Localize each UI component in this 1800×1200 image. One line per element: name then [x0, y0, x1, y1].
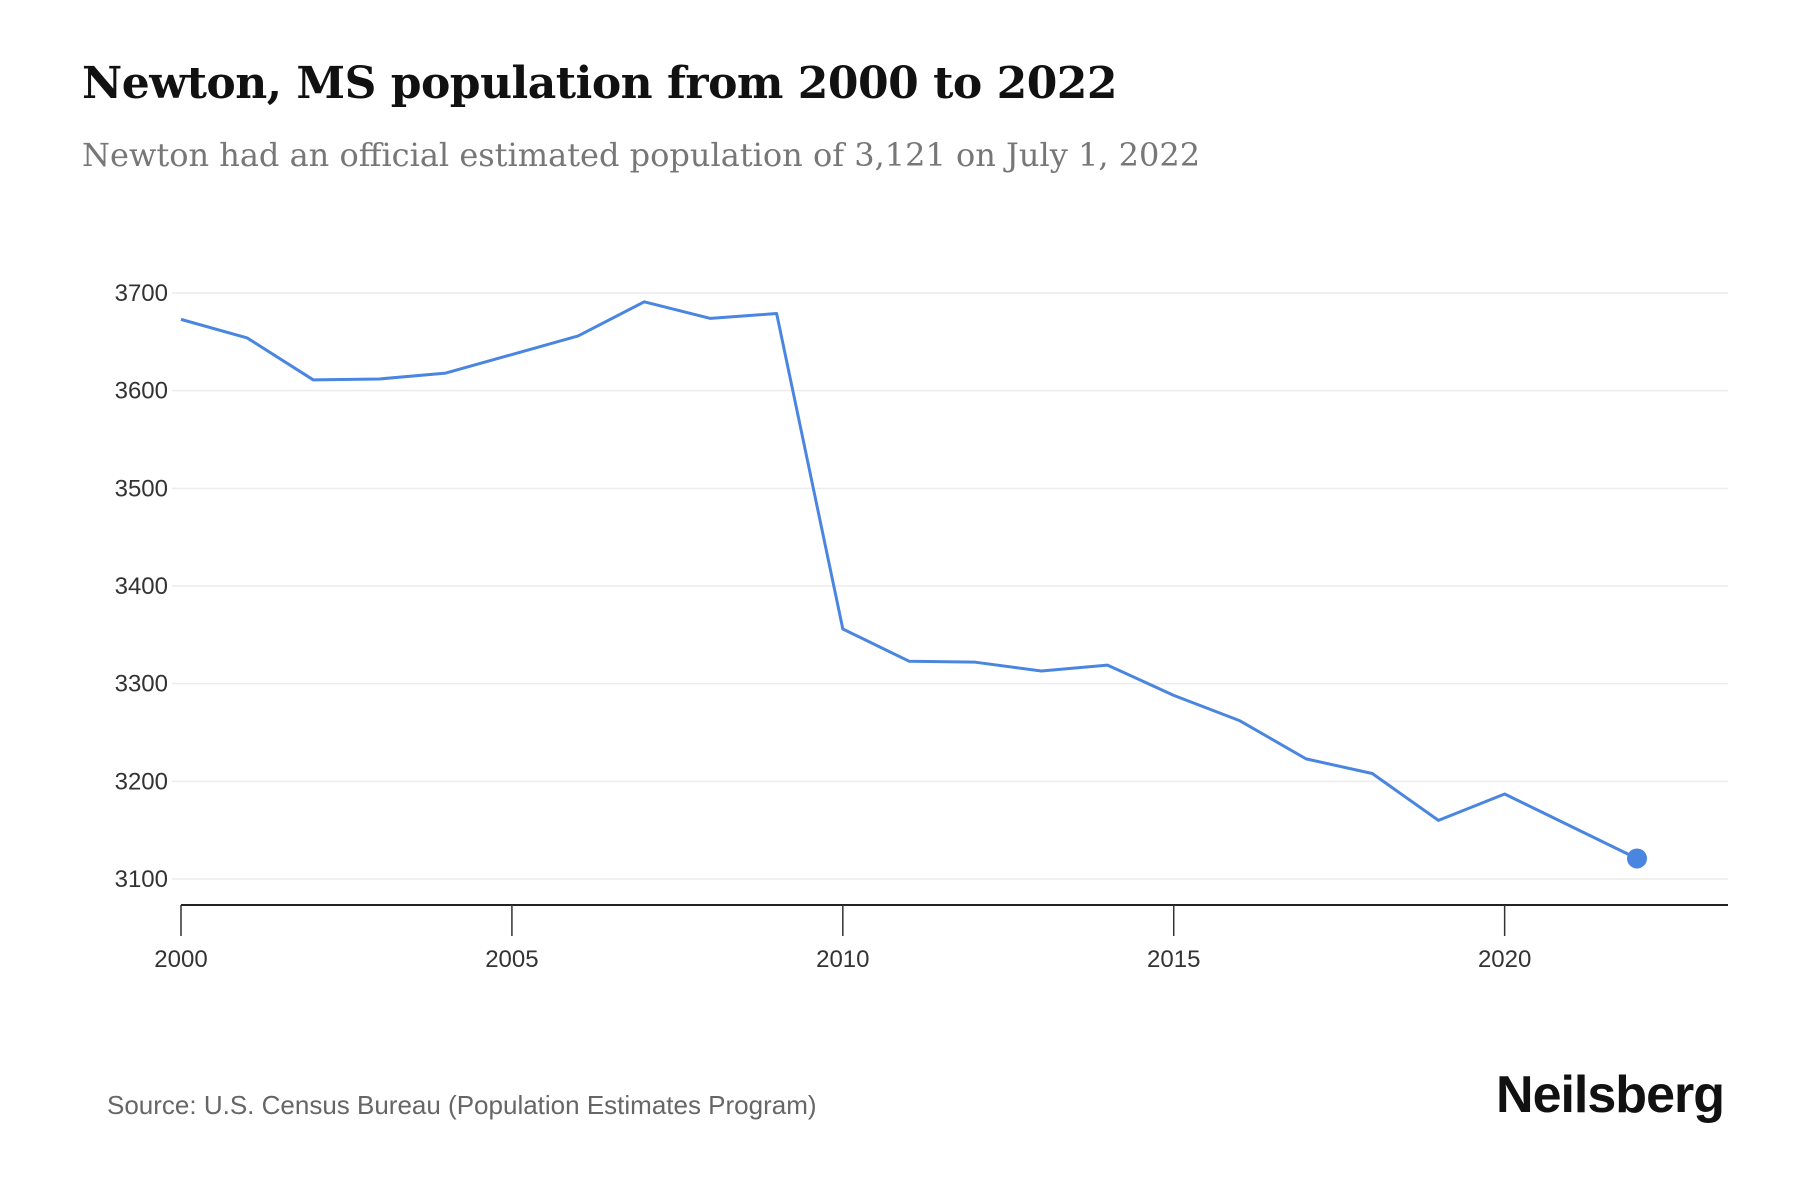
y-tick-label: 3700 — [115, 280, 168, 307]
x-tick-label: 2015 — [1147, 946, 1200, 973]
chart-subtitle: Newton had an official estimated populat… — [82, 136, 1201, 174]
line-chart: 3100 3200 3300 3400 3500 3600 3700 2000 2005 2010… — [115, 280, 1728, 973]
chart-title: Newton, MS population from 2000 to 2022 — [82, 58, 1118, 109]
last-data-point — [1627, 848, 1647, 869]
population-line — [180, 300, 1638, 860]
y-tick-label: 3200 — [115, 768, 168, 795]
x-tick-label: 2005 — [485, 946, 538, 973]
y-tick-label: 3500 — [115, 475, 168, 502]
x-tick-label: 2020 — [1478, 946, 1531, 973]
y-tick-label: 3400 — [115, 573, 168, 600]
neilsberg-logo: Neilsberg — [1496, 1066, 1725, 1124]
x-tick-label: 2010 — [816, 946, 869, 973]
source-note: Source: U.S. Census Bureau (Population E… — [107, 1090, 817, 1120]
y-tick-label: 3600 — [115, 378, 168, 405]
y-tick-label: 3100 — [115, 866, 168, 893]
x-tick-label: 2000 — [154, 946, 207, 973]
y-tick-label: 3300 — [115, 671, 168, 698]
